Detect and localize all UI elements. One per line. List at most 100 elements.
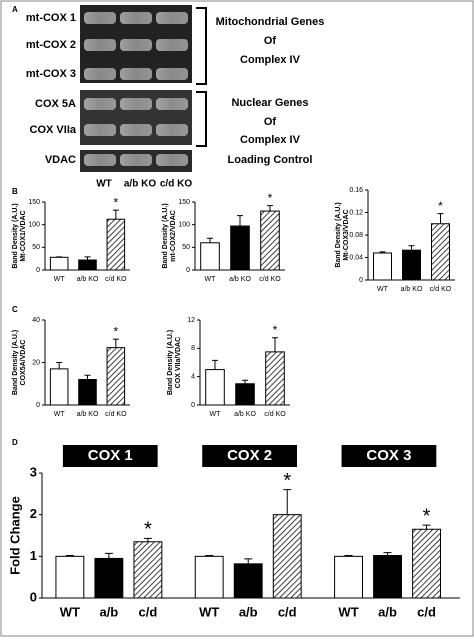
- y-tick-label: 0: [191, 402, 195, 409]
- y-tick-label: 12: [187, 317, 195, 324]
- error-bar: [409, 246, 415, 251]
- significance-marker: *: [438, 199, 443, 213]
- bar: [236, 384, 255, 405]
- x-tick-label: WT: [54, 276, 66, 283]
- bar: [134, 542, 162, 598]
- bar: [206, 370, 225, 405]
- x-tick-label: a/b KO: [401, 286, 423, 293]
- significance-marker: *: [423, 505, 431, 527]
- panel-label: A: [12, 5, 18, 14]
- band: [156, 124, 188, 136]
- x-tick-label: a/b: [99, 604, 118, 619]
- bracket: [196, 8, 206, 84]
- significance-marker: *: [113, 324, 118, 338]
- significance-marker: *: [268, 191, 273, 205]
- band: [120, 68, 152, 80]
- y-axis-label: Band Density (A.U.): [162, 203, 169, 268]
- y-tick-label: 0: [36, 402, 40, 409]
- bar: [432, 224, 450, 280]
- y-tick-label: 0.04: [349, 254, 363, 261]
- band-label: mt-COX 2: [26, 39, 76, 51]
- panel-label: B: [12, 187, 18, 196]
- x-tick-label: a/b: [239, 604, 258, 619]
- y-axis-label: COX VIIa/VDAC: [175, 337, 182, 388]
- bar: [107, 219, 125, 270]
- band-label: COX 5A: [35, 98, 76, 110]
- y-axis-label: Mt-COX1/VDAC: [20, 210, 27, 261]
- x-tick-label: WT: [377, 286, 389, 293]
- y-tick-label: 8: [191, 345, 195, 352]
- bar: [50, 369, 68, 405]
- bar: [195, 556, 223, 598]
- error-bar: [244, 559, 252, 564]
- bar: [50, 257, 68, 270]
- y-axis-label: Band Density (A.U.): [12, 330, 19, 395]
- y-axis-label: Band Density (A.U.): [12, 203, 19, 268]
- x-tick-label: a/b KO: [229, 276, 251, 283]
- x-tick-label: a/b KO: [234, 411, 256, 418]
- y-tick-label: 150: [28, 199, 40, 206]
- y-tick-label: 40: [32, 317, 40, 324]
- band: [156, 154, 188, 166]
- significance-marker: *: [144, 519, 152, 541]
- bar: [234, 564, 262, 598]
- group-title: COX 3: [366, 447, 411, 464]
- band: [156, 68, 188, 80]
- significance-marker: *: [113, 195, 118, 209]
- panel-label: D: [12, 438, 18, 447]
- error-bar: [207, 238, 213, 243]
- band-label: VDAC: [45, 154, 76, 166]
- x-tick-label: a/b KO: [77, 276, 99, 283]
- bar: [107, 348, 125, 405]
- group-label: Mitochondrial Genes: [216, 16, 325, 28]
- band: [156, 39, 188, 51]
- bar: [79, 260, 97, 270]
- bar: [79, 380, 97, 406]
- y-axis-label: Mt-COX3/VDAC: [343, 209, 350, 260]
- significance-marker: *: [283, 470, 291, 492]
- y-tick-label: 100: [28, 222, 40, 229]
- y-axis-label: COX5A/VDAC: [20, 340, 27, 386]
- band: [120, 124, 152, 136]
- bar: [335, 556, 363, 598]
- y-tick-label: 2: [30, 506, 37, 521]
- y-axis-label: Fold Change: [7, 496, 22, 575]
- y-tick-label: 0: [186, 267, 190, 274]
- band: [84, 39, 116, 51]
- bar: [413, 529, 441, 598]
- y-tick-label: 50: [182, 244, 190, 251]
- y-tick-label: 4: [191, 374, 195, 381]
- bar: [374, 253, 392, 280]
- y-tick-label: 0.08: [349, 232, 363, 239]
- x-tick-label: WT: [60, 604, 80, 619]
- group-title: COX 1: [88, 447, 133, 464]
- band: [156, 98, 188, 110]
- band: [84, 124, 116, 136]
- bar: [403, 250, 421, 280]
- error-bar: [242, 380, 248, 384]
- band: [120, 39, 152, 51]
- error-bar: [267, 206, 273, 211]
- y-axis-label: Band Density (A.U.): [335, 202, 342, 267]
- band: [120, 12, 152, 24]
- x-tick-label: c/d KO: [259, 276, 281, 283]
- x-tick-label: c/d: [417, 604, 436, 619]
- panel-label: C: [12, 305, 18, 314]
- error-bar: [113, 339, 119, 348]
- lane-label: WT: [96, 179, 112, 190]
- bar: [56, 556, 84, 598]
- error-bar: [56, 363, 62, 369]
- error-bar: [113, 210, 119, 219]
- band-label: COX VIIa: [30, 124, 77, 136]
- bar: [261, 211, 280, 270]
- error-bar: [212, 360, 218, 369]
- bar: [201, 243, 220, 270]
- y-tick-label: 0: [359, 277, 363, 284]
- y-tick-label: 50: [32, 244, 40, 251]
- group-label: Nuclear Genes: [231, 97, 308, 109]
- x-tick-label: a/b: [378, 604, 397, 619]
- group-label: Complex IV: [240, 54, 301, 66]
- band: [84, 154, 116, 166]
- error-bar: [438, 214, 444, 224]
- error-bar: [105, 553, 113, 558]
